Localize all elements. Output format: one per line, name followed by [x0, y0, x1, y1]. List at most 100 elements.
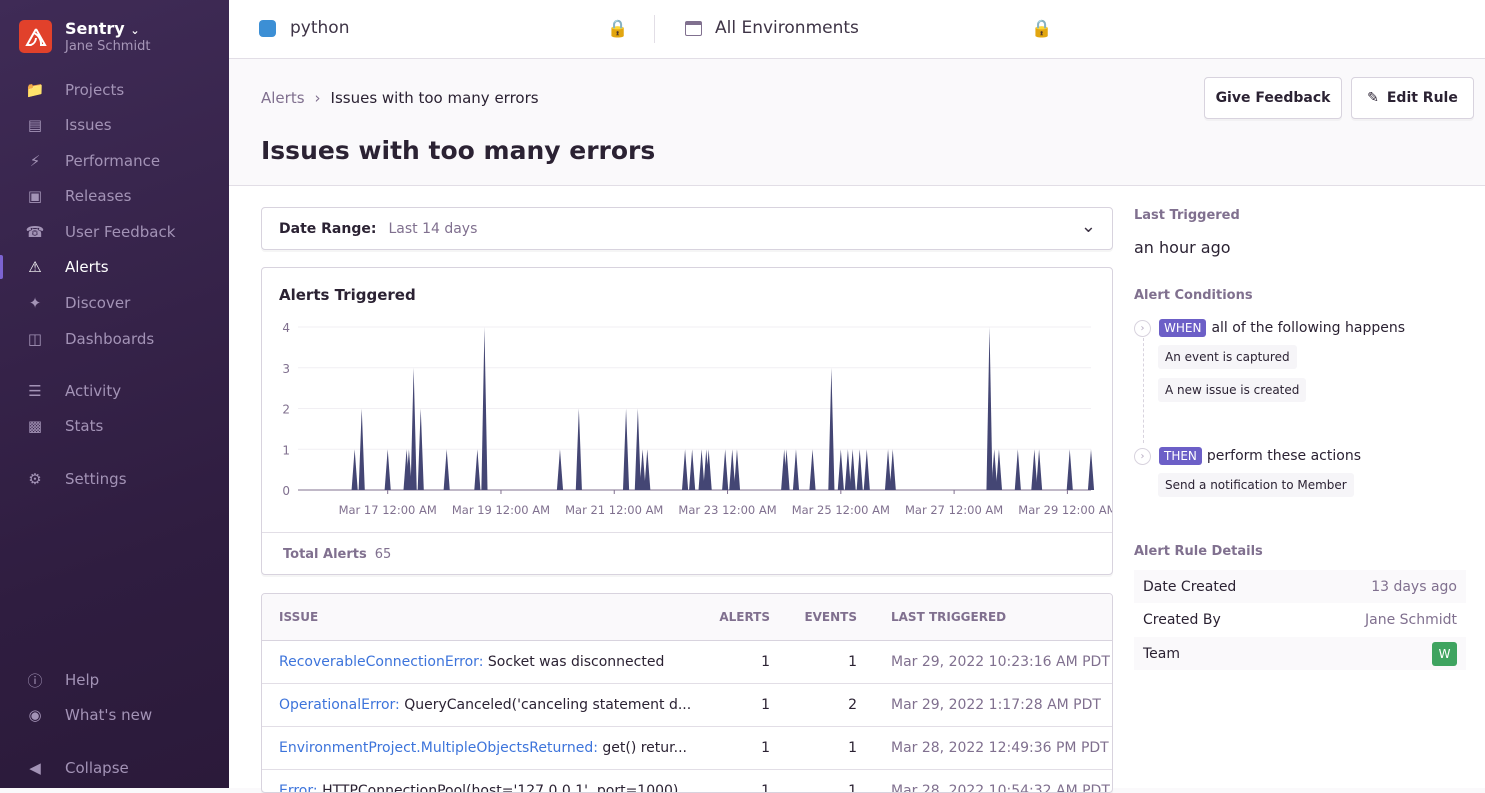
col-issue: ISSUE — [262, 594, 702, 640]
project-selector[interactable]: python 🔒 — [259, 18, 629, 38]
divider — [654, 15, 655, 43]
alert-spike — [385, 449, 391, 490]
sidebar-item-label: Stats — [65, 417, 103, 435]
alert-spike — [996, 449, 1002, 490]
alert-spike — [722, 449, 728, 490]
lightning-icon: ⚡ — [24, 150, 46, 172]
alert-spike — [838, 449, 844, 490]
detail-value: 13 days ago — [1371, 579, 1457, 595]
col-events: EVENTS — [770, 594, 857, 640]
alert-spike — [828, 368, 834, 490]
sidebar-item-projects[interactable]: 📁Projects — [0, 73, 229, 107]
total-alerts-value: 65 — [375, 547, 392, 562]
when-badge: WHEN — [1159, 319, 1206, 337]
col-alerts: ALERTS — [702, 594, 770, 640]
alert-spike — [1088, 449, 1094, 490]
x-tick-label: Mar 19 12:00 AM — [452, 503, 550, 517]
dashboard-icon: ◫ — [24, 328, 46, 350]
condition-item: An event is captured — [1158, 345, 1297, 369]
x-tick-label: Mar 25 12:00 AM — [792, 503, 890, 517]
broadcast-icon: ◉ — [24, 704, 46, 726]
edit-rule-button[interactable]: ✎ Edit Rule — [1351, 77, 1474, 119]
lock-icon: 🔒 — [1031, 19, 1052, 39]
events-count: 1 — [770, 769, 857, 793]
detail-value: Jane Schmidt — [1365, 612, 1457, 628]
edit-rule-label: Edit Rule — [1387, 90, 1458, 106]
alert-conditions-label: Alert Conditions — [1134, 288, 1253, 303]
org-switcher[interactable]: Sentry ⌄ Jane Schmidt — [19, 19, 150, 54]
date-range-value: Last 14 days — [388, 221, 477, 237]
alert-rule-details-label: Alert Rule Details — [1134, 544, 1263, 559]
issue-type-link[interactable]: EnvironmentProject.MultipleObjectsReturn… — [279, 740, 598, 756]
x-tick-label: Mar 27 12:00 AM — [905, 503, 1003, 517]
give-feedback-button[interactable]: Give Feedback — [1204, 77, 1342, 119]
alert-spike — [682, 449, 688, 490]
page-header: Alerts › Issues with too many errors Iss… — [229, 59, 1485, 186]
alert-spike — [689, 449, 695, 490]
events-count: 2 — [770, 683, 857, 726]
x-tick-label: Mar 29 12:00 AM — [1018, 503, 1113, 517]
sidebar-item-issues[interactable]: ▤ Issues — [0, 108, 229, 142]
alert-spike — [857, 449, 863, 490]
main-content: Date Range: Last 14 days ⌄ Alerts Trigge… — [229, 186, 1485, 788]
detail-key: Team — [1143, 646, 1180, 662]
alert-spike — [352, 449, 358, 490]
telescope-icon: ✦ — [24, 292, 46, 314]
stats-icon: ▩ — [24, 415, 46, 437]
sidebar-item-user-feedback[interactable]: ☎User Feedback — [0, 215, 229, 249]
issues-icon: ▤ — [24, 114, 46, 136]
folder-code-icon: 📁 — [24, 79, 46, 101]
sidebar-item-activity[interactable]: ☰ Activity — [0, 374, 229, 408]
list-icon: ☰ — [24, 380, 46, 402]
alert-spike — [644, 449, 650, 490]
sidebar-item-performance[interactable]: ⚡ Performance — [0, 144, 229, 178]
last-triggered-label: Last Triggered — [1134, 208, 1240, 223]
lock-icon: 🔒 — [607, 19, 628, 39]
sidebar-item-label: Issues — [65, 116, 112, 134]
table-row[interactable]: RecoverableConnectionError: Socket was d… — [262, 640, 1112, 683]
alert-spike — [474, 449, 480, 490]
y-tick-label: 2 — [282, 403, 290, 417]
environment-selector[interactable]: All Environments 🔒 — [685, 18, 1055, 38]
chevron-circle-icon: › — [1134, 448, 1151, 465]
condition-timeline-line — [1143, 338, 1144, 443]
table-row[interactable]: Error: HTTPConnectionPool(host='127.0.0.… — [262, 769, 1112, 793]
date-range-selector[interactable]: Date Range: Last 14 days ⌄ — [261, 207, 1113, 250]
breadcrumb-current: Issues with too many errors — [331, 89, 539, 107]
sidebar-item-settings[interactable]: ⚙Settings — [0, 462, 229, 496]
sidebar-item-collapse[interactable]: ◀Collapse — [0, 751, 229, 785]
alerts-count: 1 — [702, 640, 770, 683]
x-tick-label: Mar 17 12:00 AM — [339, 503, 437, 517]
team-badge[interactable]: W — [1432, 642, 1457, 666]
siren-icon: ⚠ — [24, 256, 46, 278]
sidebar-item-label: Activity — [65, 382, 121, 400]
chevron-down-icon: ⌄ — [130, 24, 139, 37]
sidebar-item-label: Performance — [65, 152, 160, 170]
issue-type-link[interactable]: RecoverableConnectionError: — [279, 654, 483, 670]
python-icon — [259, 20, 276, 37]
x-tick-label: Mar 21 12:00 AM — [565, 503, 663, 517]
sidebar-item-stats[interactable]: ▩ Stats — [0, 409, 229, 443]
issue-type-link[interactable]: OperationalError: — [279, 697, 400, 713]
sidebar-item-releases[interactable]: ▣Releases — [0, 179, 229, 213]
issue-message: Socket was disconnected — [488, 654, 664, 670]
breadcrumb-alerts[interactable]: Alerts — [261, 89, 305, 107]
sidebar-item-dashboards[interactable]: ◫Dashboards — [0, 322, 229, 356]
y-tick-label: 0 — [282, 484, 290, 498]
table-row[interactable]: OperationalError: QueryCanceled('canceli… — [262, 683, 1112, 726]
sentry-logo — [19, 20, 52, 53]
alert-spike — [850, 449, 856, 490]
releases-icon: ▣ — [24, 185, 46, 207]
sidebar-item-discover[interactable]: ✦Discover — [0, 286, 229, 320]
sidebar-item-alerts[interactable]: ⚠Alerts — [0, 250, 229, 284]
window-icon — [685, 21, 702, 36]
then-row: › THEN perform these actions — [1134, 447, 1361, 465]
sidebar-item-what-s-new[interactable]: ◉What's new — [0, 698, 229, 732]
table-row[interactable]: EnvironmentProject.MultipleObjectsReturn… — [262, 726, 1112, 769]
last-triggered-value: an hour ago — [1134, 238, 1231, 257]
chart-footer: Total Alerts 65 — [262, 532, 1113, 575]
page-title: Issues with too many errors — [261, 136, 655, 165]
